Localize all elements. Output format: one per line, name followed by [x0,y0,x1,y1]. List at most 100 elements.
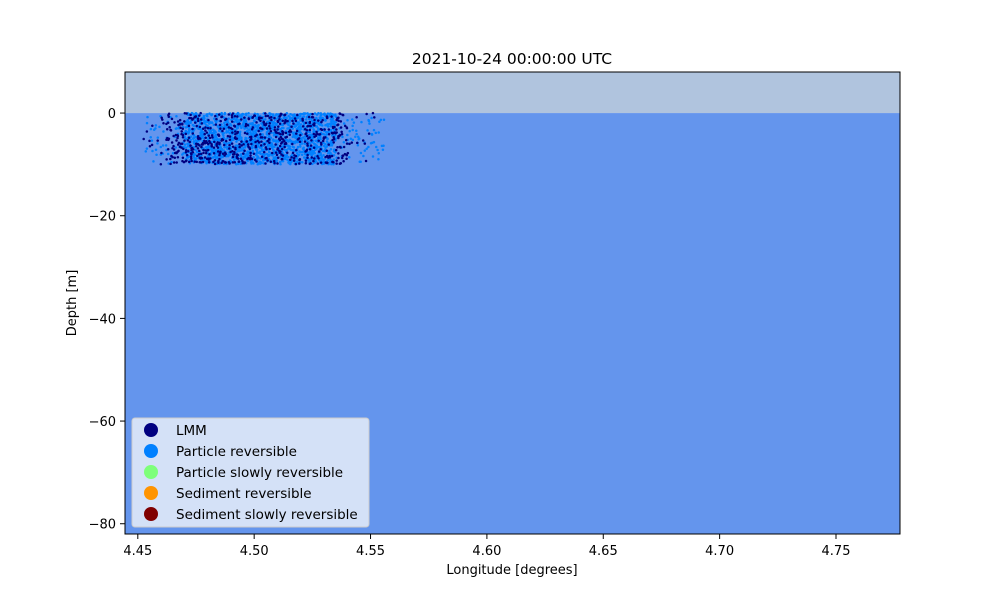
particle-point [251,145,254,148]
particle-point [152,128,156,132]
particle-point [181,122,184,126]
particle-point [191,132,195,135]
particle-point [290,156,293,159]
particle-point [246,159,250,163]
particle-point [233,158,236,161]
particle-point [187,136,191,140]
particle-point [226,136,229,140]
particle-point [328,149,331,153]
particle-point [218,141,221,145]
particle-point [368,122,371,125]
particle-point [195,124,198,128]
particle-point [291,135,295,139]
particle-point [190,111,194,115]
particle-point [180,130,183,133]
particle-point [308,121,312,125]
particle-point [194,157,198,160]
particle-point [176,134,179,137]
particle-point [256,139,259,143]
particle-point [272,134,276,137]
y-tick-label: 0 [108,107,116,122]
particle-point [186,121,190,124]
particle-point [331,132,334,135]
particle-point [341,113,344,117]
particle-point [309,124,312,128]
particle-point [330,115,333,118]
particle-point [214,149,218,152]
particle-point [270,151,274,155]
particle-point [255,152,258,156]
particle-point [370,133,374,136]
particle-point [249,132,253,136]
particle-point [326,125,330,128]
x-tick-label: 4.60 [472,544,501,559]
particle-point [260,140,263,143]
particle-point [253,158,257,162]
particle-point [319,147,322,151]
particle-point [299,119,302,122]
particle-point [326,152,330,155]
particle-point [356,143,360,147]
particle-point [292,122,295,125]
particle-point [273,145,276,149]
particle-point [249,154,252,157]
particle-point [292,156,296,160]
particle-point [180,142,184,146]
particle-point [146,115,149,119]
particle-point [166,147,170,151]
particle-point [288,145,292,148]
particle-point [312,130,315,134]
particle-point [187,128,191,132]
particle-point [204,149,207,152]
particle-point [286,119,289,123]
particle-point [145,130,149,133]
particle-point [213,117,216,120]
particle-point [284,131,288,135]
particle-point [355,115,358,119]
particle-point [278,115,281,118]
particle-point [192,145,196,149]
particle-point [216,125,220,128]
particle-point [272,157,276,160]
particle-point [272,159,276,163]
particle-point [200,129,203,133]
particle-point [348,156,351,159]
particle-point [218,123,222,127]
particle-point [210,145,214,148]
particle-point [310,139,313,142]
particle-point [351,124,354,128]
particle-point [247,112,250,115]
particle-point [289,139,292,143]
particle-point [313,112,317,115]
particle-point [279,155,282,158]
particle-point [324,142,327,146]
particle-point [168,126,171,129]
particle-point [319,161,323,164]
particle-point [190,157,193,160]
particle-point [291,127,294,130]
particle-point [181,136,185,139]
particle-point [265,131,269,134]
particle-point [255,150,259,154]
particle-point [255,121,258,124]
particle-point [297,137,301,140]
particle-point [283,145,286,149]
particle-point [260,161,263,165]
chart-title: 2021-10-24 00:00:00 UTC [412,50,612,68]
particle-point [288,129,292,132]
particle-point [331,126,335,130]
particle-point [356,141,359,145]
particle-point [222,149,226,152]
particle-point [145,121,149,125]
particle-point [301,136,305,139]
particle-point [318,133,322,136]
particle-point [288,119,292,122]
particle-point [222,127,226,131]
particle-point [183,112,187,115]
particle-point [269,136,273,139]
particle-point [314,143,317,146]
particle-point [337,136,340,140]
particle-point [219,119,222,123]
particle-point [310,154,313,157]
particle-point [286,127,289,130]
